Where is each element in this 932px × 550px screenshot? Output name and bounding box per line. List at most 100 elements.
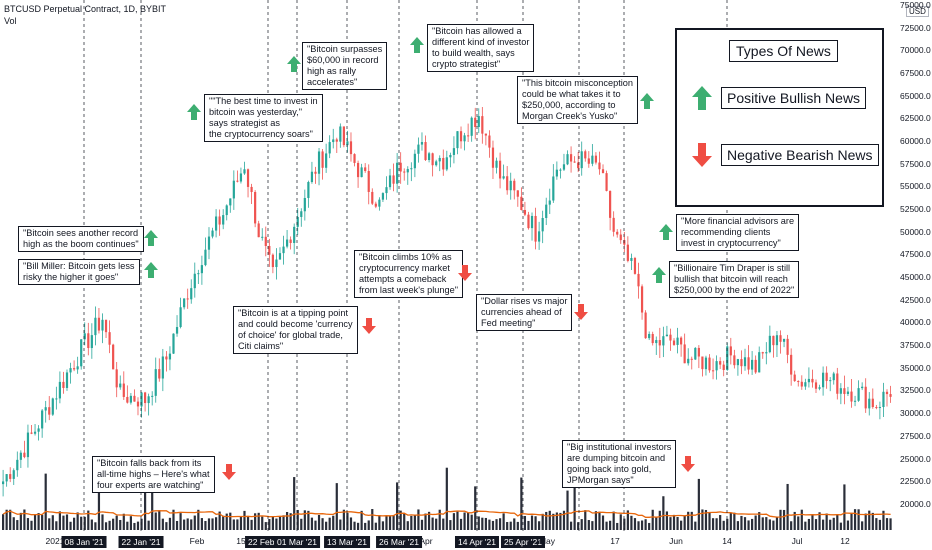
volume-bar — [222, 515, 225, 530]
candle-body — [243, 169, 246, 174]
candle-body — [5, 474, 8, 482]
volume-bar — [161, 518, 164, 530]
volume-bar — [65, 514, 69, 530]
candle-body — [133, 395, 136, 402]
volume-bar — [353, 521, 356, 530]
volume-bar — [790, 521, 793, 530]
candle-body — [609, 190, 612, 218]
candle-body — [775, 335, 779, 346]
candle-body — [158, 369, 161, 379]
price-tick-label: 42500.0 — [900, 294, 931, 305]
volume-bar — [335, 483, 338, 530]
candle-body — [825, 372, 828, 381]
volume-bar — [591, 521, 594, 530]
volume-bar — [214, 517, 218, 530]
volume-bar — [839, 522, 842, 530]
volume-bar — [183, 519, 186, 530]
candle-body — [23, 452, 26, 458]
volume-bar — [264, 522, 267, 530]
candle-body — [211, 230, 214, 237]
currency-badge[interactable]: USD — [906, 6, 929, 17]
volume-bar — [779, 509, 782, 530]
candle-body — [374, 203, 377, 207]
candle-body — [548, 200, 551, 205]
volume-bar — [751, 518, 754, 530]
volume-bar — [548, 510, 551, 530]
news-box: ""The best time to invest in bitcoin was… — [204, 94, 323, 142]
volume-bar — [126, 521, 129, 530]
volume-bar — [236, 519, 239, 530]
volume-bar — [257, 512, 260, 530]
volume-bar — [9, 509, 12, 530]
candle-body — [538, 231, 541, 242]
volume-bar — [868, 510, 871, 530]
candle-body — [136, 401, 140, 407]
volume-bar — [332, 515, 335, 530]
candle-body — [48, 407, 51, 415]
volume-bar — [534, 516, 537, 530]
volume-bar — [853, 509, 857, 530]
volume-bar — [758, 512, 761, 530]
price-tick-label: 20000.0 — [900, 498, 931, 509]
candle-body — [399, 162, 402, 172]
volume-bar — [467, 512, 470, 530]
volume-bar — [768, 519, 771, 530]
volume-bar — [619, 514, 622, 530]
volume-bar — [186, 518, 189, 530]
volume-bar — [555, 512, 558, 530]
volume-bar — [300, 518, 303, 530]
volume-bar — [399, 510, 402, 530]
candle-body — [445, 157, 448, 170]
up-arrow-icon — [187, 104, 201, 120]
volume-bar — [743, 517, 747, 530]
candle-body — [804, 382, 807, 387]
candle-body — [261, 236, 264, 238]
volume-bar — [218, 511, 221, 530]
volume-bar — [804, 521, 807, 530]
volume-bar — [229, 512, 232, 530]
volume-bar — [424, 513, 427, 530]
volume-bar — [328, 517, 331, 530]
volume-bar — [825, 513, 828, 530]
legend-negative-row: Negative Bearish News — [691, 142, 879, 168]
candle-body — [768, 335, 771, 353]
candle-body — [633, 257, 637, 274]
candle-body — [743, 357, 747, 367]
volume-bar — [37, 513, 40, 530]
candle-body — [765, 352, 768, 354]
candle-body — [456, 131, 459, 149]
candle-body — [733, 355, 736, 366]
volume-bar — [30, 520, 33, 530]
volume-bar — [33, 514, 37, 530]
candle-body — [406, 169, 409, 173]
volume-bar — [449, 520, 452, 530]
volume-bar — [5, 509, 8, 530]
candle-body — [80, 339, 83, 367]
candle-body — [37, 428, 40, 432]
news-box: "More financial advisors are recommendin… — [676, 214, 800, 251]
candle-body — [726, 346, 729, 371]
volume-bar — [885, 518, 889, 530]
volume-bar — [122, 513, 125, 530]
candle-body — [648, 333, 651, 339]
candle-body — [427, 153, 431, 160]
volume-bar — [587, 520, 590, 530]
candle-body — [729, 346, 732, 356]
volume-bar — [740, 515, 743, 530]
candle-body — [342, 126, 345, 146]
candle-body — [204, 249, 207, 266]
candle-body — [474, 117, 477, 127]
candle-body — [676, 337, 679, 345]
candle-body — [541, 217, 544, 232]
candle-body — [282, 246, 285, 254]
legend-positive-row: Positive Bullish News — [691, 85, 867, 111]
candle-body — [520, 196, 523, 211]
volume-bar — [864, 513, 867, 530]
candle-body — [722, 364, 725, 371]
time-tick-label: 08 Jan '21 — [61, 536, 107, 548]
candle-body — [569, 154, 573, 162]
volume-bar — [850, 512, 853, 530]
news-box: "Bitcoin climbs 10% as cryptocurrency ma… — [354, 250, 463, 298]
news-box: "Bitcoin is at a tipping point and could… — [233, 306, 358, 354]
